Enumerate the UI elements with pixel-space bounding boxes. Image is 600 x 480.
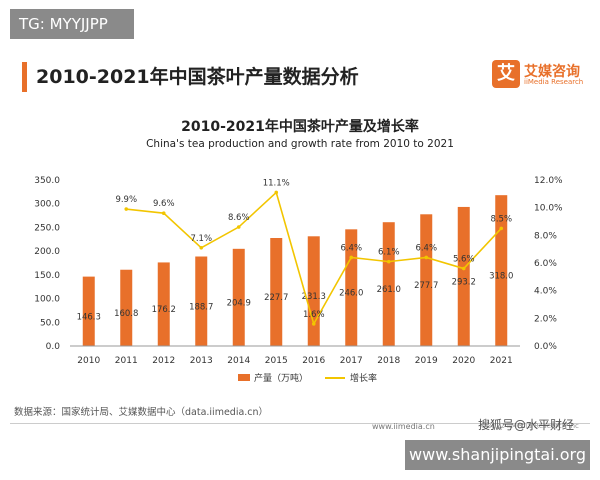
footer-copyright: ©2022 iiMedia Research Inc [480,422,579,430]
y-right-tick-label: 10.0% [534,204,563,214]
x-tick-label: 2017 [340,356,363,366]
x-tick-label: 2011 [115,356,138,366]
bar [157,262,170,346]
source-note: 数据来源：国家统计局、艾媒数据中心（data.iimedia.cn） [14,407,269,418]
growth-point [461,266,466,271]
y-left-tick-label: 250.0 [34,223,60,233]
tag-label: TG: MYYJJPP [10,9,134,39]
y-right-tick-label: 4.0% [534,287,557,297]
growth-point [499,226,504,231]
growth-point [199,245,204,250]
growth-data-label: 11.1% [263,178,290,188]
bar-series: 146.3 160.8 176.2 188.7 204.9 227.7 231.3 246.0… [77,195,513,346]
y-right-tick-label: 12.0% [534,176,563,186]
bar-data-label: 246.0 [339,289,363,299]
x-tick-label: 2016 [302,356,325,366]
bar [195,256,208,346]
bar [382,222,395,346]
bar-data-label: 204.9 [227,298,251,308]
logo-text-cn: 艾媒咨询 [524,64,580,80]
chart-title: 2010-2021年中国茶叶产量及增长率 [181,119,419,135]
bar [270,238,283,346]
chart-axes: 0.0 50.0 100.0 150.0 200.0 250.0 300.0 350.0 0.0… [34,176,563,366]
legend-bar-label: 产量（万吨） [254,372,308,384]
growth-point [386,259,391,264]
bar-data-label: 231.3 [302,292,326,302]
growth-data-label: 5.6% [453,255,475,265]
growth-point [236,225,241,229]
x-tick-label: 2014 [227,356,250,366]
bar-data-label: 318.0 [489,272,513,282]
bar-data-label: 261.0 [377,285,401,295]
growth-data-label: 8.6% [228,213,250,223]
y-left-tick-label: 150.0 [34,271,60,281]
bar-data-label: 160.8 [114,309,138,319]
y-left-tick-label: 350.0 [34,176,60,186]
chart-subtitle: China's tea production and growth rate f… [146,138,454,150]
x-tick-label: 2012 [152,356,175,366]
legend-bar-swatch [238,374,250,381]
y-right-tick-label: 6.0% [534,259,557,269]
growth-point [161,211,166,215]
bar [457,206,470,346]
y-left-tick-label: 200.0 [34,247,60,257]
bar [307,236,320,346]
bar [420,214,433,346]
growth-point [274,190,279,195]
y-right-tick-label: 8.0% [534,231,557,241]
x-tick-label: 2018 [377,356,400,366]
footer-site: www.iimedia.cn [372,422,435,431]
growth-data-label: 6.4% [340,243,362,253]
y-left-tick-label: 100.0 [34,295,60,305]
growth-data-label: 6.4% [415,243,437,253]
footer-divider [10,423,590,424]
bar-data-label: 227.7 [264,293,288,303]
bar-data-label: 293.2 [452,277,476,287]
x-tick-label: 2015 [265,356,288,366]
growth-point [424,255,429,260]
watermark: 搜狐号@水平财经 [478,418,575,432]
x-tick-label: 2010 [77,356,100,366]
x-tick-label: 2020 [452,356,475,366]
growth-data-label: 8.5% [490,214,512,224]
bar [495,195,508,346]
bar-data-label: 188.7 [189,302,213,312]
chart-legend: 产量（万吨） 增长率 [238,372,377,384]
y-right-tick-label: 0.0% [534,342,557,352]
growth-data-label: 7.1% [190,234,212,244]
iimedia-logo: 艾 艾媒咨询 iiMedia Research [492,60,592,92]
x-tick-label: 2021 [490,356,513,366]
x-tick-label: 2019 [415,356,438,366]
y-left-tick-label: 0.0 [46,342,61,352]
growth-data-label: 9.6% [153,199,175,209]
growth-data-label: 9.9% [115,195,137,205]
growth-point [124,207,129,211]
growth-line-series: 9.9% 9.6% 7.1% 8.6% 11.1% 1.6% 6.4% 6.1% 6.4% 5.6… [115,178,512,326]
page-title: 2010-2021年中国茶叶产量数据分析 [36,66,359,88]
bar [82,276,95,346]
logo-mark-icon: 艾 [492,60,520,88]
bar [232,248,245,346]
growth-point [349,255,354,260]
x-tick-label: 2013 [190,356,213,366]
logo-text-en: iiMedia Research [524,78,584,86]
y-right-tick-label: 2.0% [534,314,557,324]
bar-data-label: 277.7 [414,281,438,291]
bar [120,269,133,346]
title-accent-bar [22,62,27,92]
y-left-tick-label: 300.0 [34,200,60,210]
bar-data-label: 146.3 [77,312,101,322]
growth-data-label: 1.6% [303,310,325,320]
site-banner: www.shanjipingtai.org [405,440,590,470]
legend-line-label: 增长率 [350,372,377,384]
bar-data-label: 176.2 [152,305,176,315]
growth-data-label: 6.1% [378,248,400,258]
growth-point [311,322,316,326]
y-left-tick-label: 50.0 [40,318,60,328]
